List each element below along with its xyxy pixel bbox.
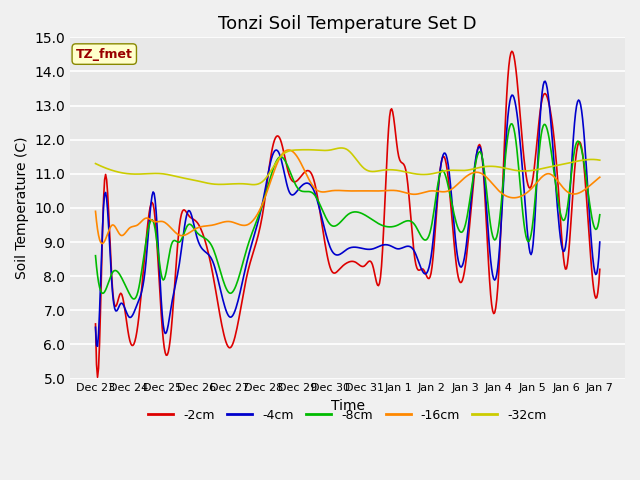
X-axis label: Time: Time bbox=[331, 399, 365, 413]
Y-axis label: Soil Temperature (C): Soil Temperature (C) bbox=[15, 137, 29, 279]
Text: TZ_fmet: TZ_fmet bbox=[76, 48, 132, 60]
Title: Tonzi Soil Temperature Set D: Tonzi Soil Temperature Set D bbox=[218, 15, 477, 33]
Legend: -2cm, -4cm, -8cm, -16cm, -32cm: -2cm, -4cm, -8cm, -16cm, -32cm bbox=[143, 404, 552, 427]
